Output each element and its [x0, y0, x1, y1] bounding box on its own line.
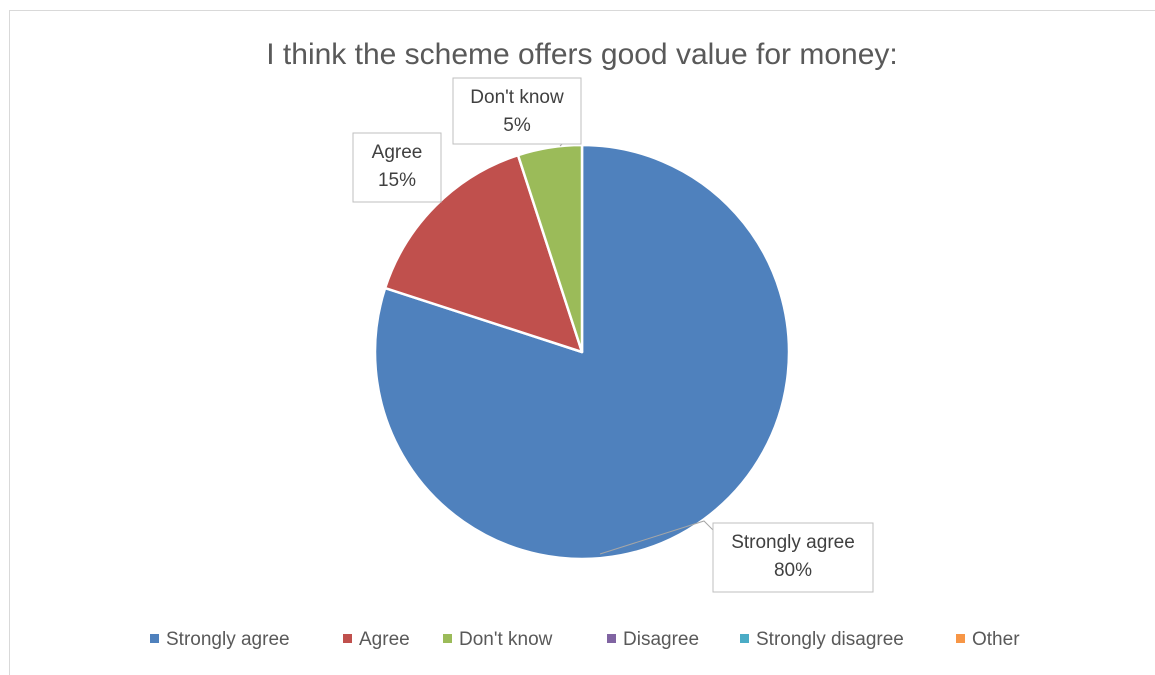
data-label-value: 5%: [503, 115, 531, 136]
chart-title: I think the scheme offers good value for…: [266, 38, 897, 71]
data-label-category: Strongly agree: [731, 532, 855, 553]
data-label-box: [452, 77, 582, 145]
data-label-box: [352, 132, 442, 203]
legend-label: Strongly agree: [166, 629, 290, 650]
legend-swatch: [956, 634, 965, 643]
legend-label: Strongly disagree: [756, 629, 904, 650]
data-label-box: [712, 522, 874, 593]
chart-area: [9, 10, 1155, 675]
data-label-category: Don't know: [470, 87, 564, 108]
data-label-value: 80%: [774, 560, 812, 581]
legend-item-don-t-know: Don't know: [443, 629, 553, 650]
legend-label: Don't know: [459, 629, 553, 650]
data-labels: Strongly agree 80% Agree 15% Don't know 5%: [352, 77, 874, 593]
legend-swatch: [740, 634, 749, 643]
legend-item-strongly-agree: Strongly agree: [150, 629, 290, 650]
legend-swatch: [443, 634, 452, 643]
data-label-strongly-agree: Strongly agree 80%: [712, 522, 874, 593]
legend-item-strongly-disagree: Strongly disagree: [740, 629, 904, 650]
legend-swatch: [607, 634, 616, 643]
data-label-don-t-know: Don't know 5%: [452, 77, 582, 145]
data-label-value: 15%: [378, 170, 416, 191]
legend-label: Agree: [359, 629, 410, 650]
legend-swatch: [343, 634, 352, 643]
pie-slice-don-t-know: [516, 143, 584, 354]
legend-label: Other: [972, 629, 1020, 650]
legend-item-disagree: Disagree: [607, 629, 699, 650]
leader-line-strongly-agree: [599, 520, 714, 555]
legend-swatch: [150, 634, 159, 643]
legend-label: Disagree: [623, 629, 699, 650]
pie-slices: [373, 143, 791, 561]
legend-item-other: Other: [956, 629, 1020, 650]
data-label-category: Agree: [372, 142, 423, 163]
legend: Strongly agree Agree Don't know Disagree Str…: [150, 629, 1020, 650]
legend-item-agree: Agree: [343, 629, 410, 650]
data-label-agree: Agree 15%: [352, 132, 442, 203]
